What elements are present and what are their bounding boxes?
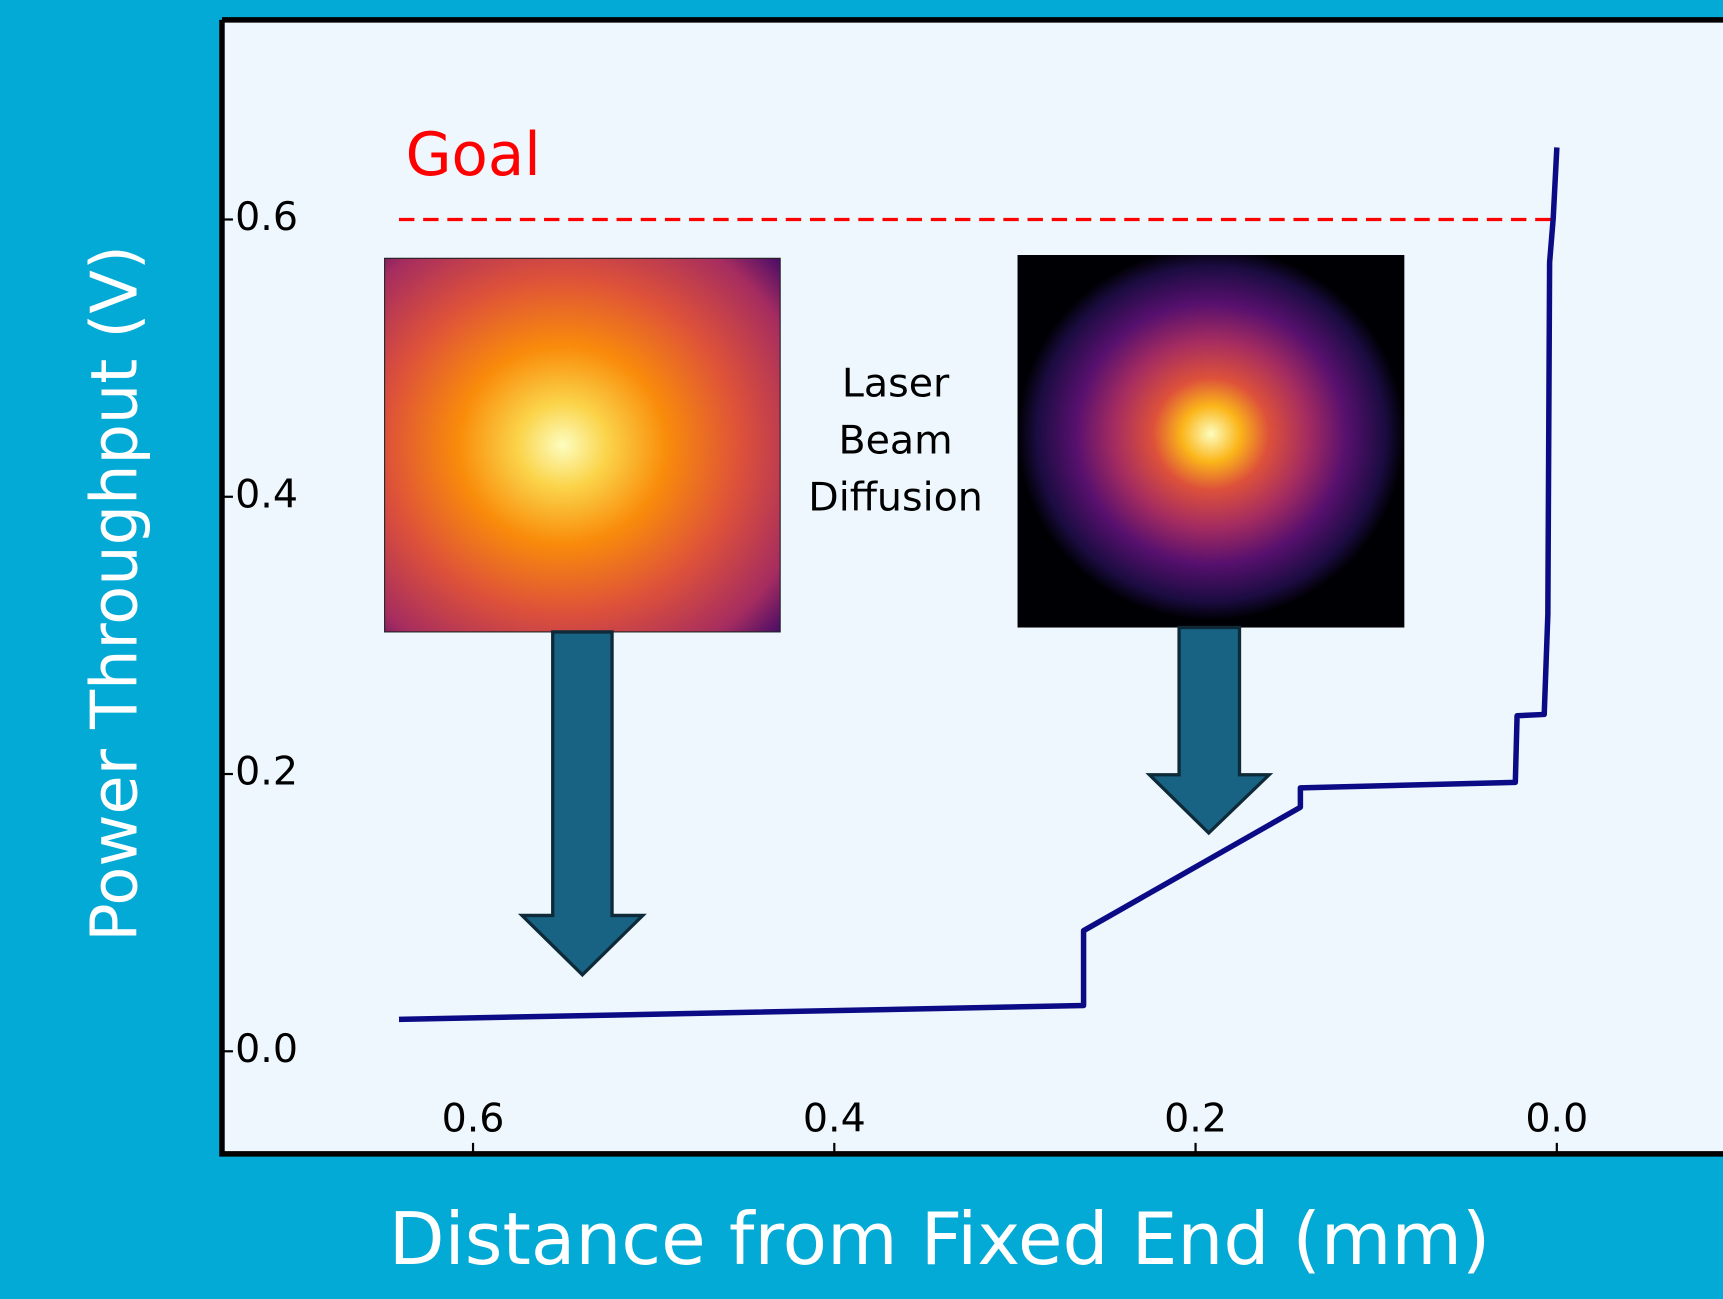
x-tick-label: 0.6: [442, 1095, 505, 1141]
annotation: Beam: [838, 417, 952, 463]
page: Distance from Fixed End (mm) Power Throu…: [0, 0, 1723, 1299]
annotation: Diffusion: [808, 475, 983, 521]
x-tick-label: 0.4: [803, 1095, 866, 1141]
chart: Distance from Fixed End (mm) Power Throu…: [0, 0, 1723, 1299]
beam-image: [385, 258, 781, 632]
x-axis-label: Distance from Fixed End (mm): [389, 1198, 1491, 1282]
beam-image: [1018, 255, 1405, 628]
x-tick-label: 0.0: [1525, 1095, 1588, 1141]
y-tick-label: 0.4: [235, 471, 298, 517]
annotation: Laser: [842, 360, 950, 406]
y-axis-label: Power Throughput (V): [78, 245, 152, 942]
x-tick-label: 0.2: [1164, 1095, 1227, 1141]
y-tick-label: 0.0: [235, 1026, 298, 1072]
goal-label: Goal: [406, 120, 541, 189]
y-tick-label: 0.6: [235, 194, 298, 240]
y-tick-label: 0.2: [235, 749, 298, 795]
